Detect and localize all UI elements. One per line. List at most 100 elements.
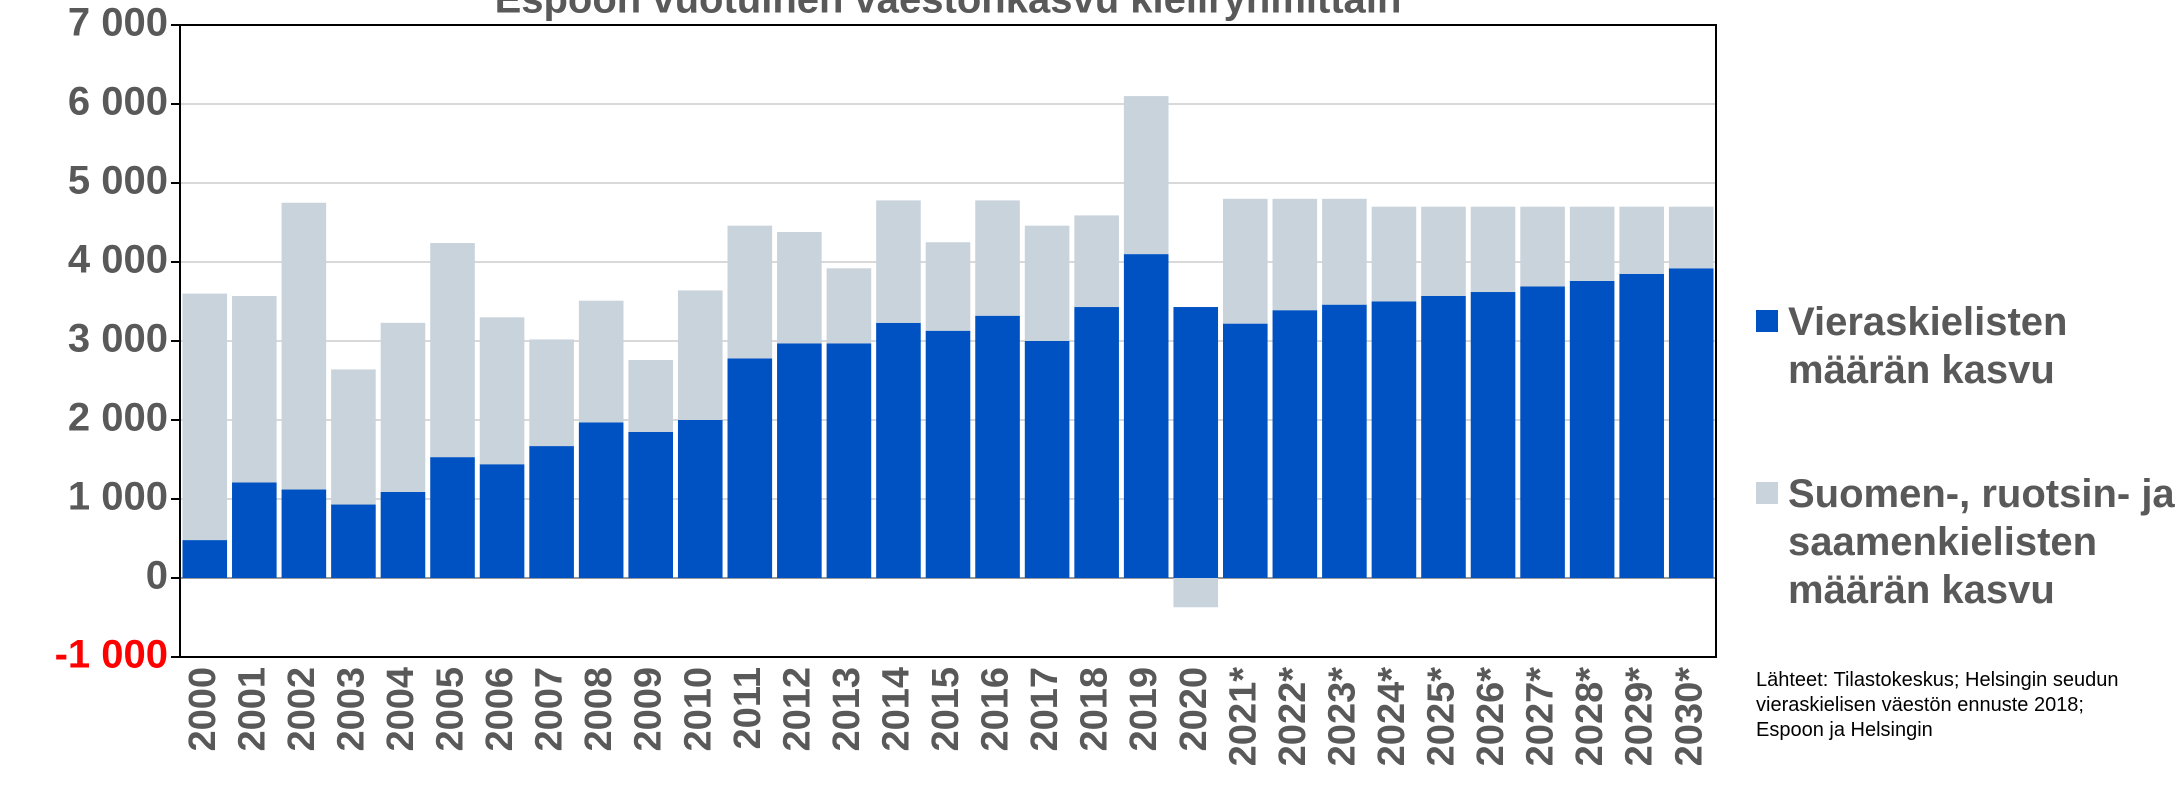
bar <box>1322 304 1367 578</box>
bar <box>777 231 822 344</box>
x-tick-label: 2021* <box>1222 667 1264 767</box>
bar <box>1123 96 1169 255</box>
bar <box>380 322 426 492</box>
bar <box>430 457 475 578</box>
legend-item: Suomen-, ruotsin- ja saamenkielisten mää… <box>1756 470 2176 614</box>
bar <box>1668 206 1714 269</box>
x-tick-label: 2025* <box>1421 667 1463 767</box>
x-tick-label: 2015 <box>925 667 967 752</box>
x-tick-label: 2016 <box>975 667 1017 752</box>
bar <box>1074 215 1119 308</box>
bar <box>479 464 525 578</box>
bar <box>876 200 921 323</box>
x-tick-label: 2018 <box>1074 667 1116 752</box>
legend-swatch <box>1756 310 1778 332</box>
legend-item: Vieraskielisten määrän kasvu <box>1756 298 2176 394</box>
bar <box>727 225 773 359</box>
bar <box>430 243 475 458</box>
bar <box>1222 323 1268 578</box>
y-tick-label: 7 000 <box>68 1 168 45</box>
bar <box>777 343 822 578</box>
x-tick-label: 2022* <box>1272 667 1314 767</box>
y-tick-label: 3 000 <box>68 317 168 361</box>
x-tick-label: 2006 <box>479 667 521 752</box>
bar <box>1619 273 1664 578</box>
x-tick-label: 2009 <box>628 667 670 752</box>
bar <box>232 295 277 483</box>
bar <box>1074 307 1119 578</box>
bar <box>232 482 277 578</box>
bar <box>1272 198 1318 311</box>
x-tick-label: 2024* <box>1371 667 1413 767</box>
x-tick-label: 2027* <box>1520 667 1562 767</box>
bar <box>380 491 426 578</box>
x-tick-label: 2000 <box>182 667 224 752</box>
source-note: Lähteet: Tilastokeskus; Helsingin seudun… <box>1756 669 2119 741</box>
x-tick-label: 2013 <box>826 667 868 752</box>
x-tick-label: 2003 <box>330 667 372 752</box>
bar <box>578 300 624 423</box>
bar <box>826 268 872 344</box>
bar <box>182 293 228 541</box>
x-tick-label: 2004 <box>380 667 422 752</box>
bar <box>1272 310 1318 578</box>
bar <box>1569 280 1615 578</box>
x-tick-label: 2026* <box>1470 667 1512 767</box>
bar <box>628 431 674 578</box>
bar <box>1371 301 1417 578</box>
bar <box>975 200 1020 316</box>
bar <box>1421 206 1466 296</box>
y-tick-label: 6 000 <box>68 80 168 124</box>
bar <box>479 317 525 465</box>
x-tick-label: 2014 <box>875 667 917 752</box>
bar <box>1371 206 1417 302</box>
bar <box>677 420 723 578</box>
y-tick-label: 2 000 <box>68 396 168 440</box>
y-tick-label: 5 000 <box>68 159 168 203</box>
bar <box>529 446 574 578</box>
x-tick-label: 2017 <box>1024 667 1066 752</box>
bar <box>182 540 228 578</box>
bar <box>1421 295 1466 578</box>
bar <box>1520 286 1565 578</box>
bar <box>727 358 773 578</box>
x-tick-label: 2005 <box>430 667 472 752</box>
bar <box>628 359 674 432</box>
x-tick-label: 2008 <box>578 667 620 752</box>
x-tick-label: 2030* <box>1668 667 1710 767</box>
bar <box>1173 307 1219 578</box>
x-tick-label: 2020 <box>1173 667 1215 752</box>
legend-label: Vieraskielisten määrän kasvu <box>1788 300 2068 392</box>
bar <box>1668 268 1714 578</box>
bar <box>1470 292 1516 578</box>
bar <box>1520 206 1565 287</box>
x-tick-label: 2023* <box>1321 667 1363 767</box>
y-tick-label: -1 000 <box>55 633 168 677</box>
bar <box>677 290 723 420</box>
bar <box>1222 198 1268 324</box>
y-tick-label: 0 <box>146 554 168 598</box>
x-tick-label: 2012 <box>776 667 818 752</box>
bar <box>1123 254 1169 578</box>
x-tick-label: 2011 <box>727 667 769 749</box>
chart-title: Espoon vuotuinen väestönkasvu kieliryhmi… <box>495 0 1402 22</box>
x-tick-label: 2028* <box>1569 667 1611 767</box>
bar <box>529 339 574 447</box>
bar <box>1173 578 1219 608</box>
x-tick-label: 2010 <box>677 667 719 752</box>
bar <box>925 330 971 578</box>
x-tick-label: 2001 <box>231 667 273 752</box>
legend-swatch <box>1756 482 1778 504</box>
x-tick-label: 2029* <box>1619 667 1661 767</box>
bar <box>1024 225 1070 341</box>
bar <box>578 422 624 578</box>
bar <box>1569 206 1615 281</box>
bar <box>281 202 327 490</box>
x-tick-label: 2019 <box>1123 667 1165 752</box>
bar <box>281 489 327 578</box>
y-tick-label: 4 000 <box>68 238 168 282</box>
bar <box>1619 206 1664 274</box>
legend-label: Suomen-, ruotsin- ja saamenkielisten mää… <box>1788 472 2175 612</box>
